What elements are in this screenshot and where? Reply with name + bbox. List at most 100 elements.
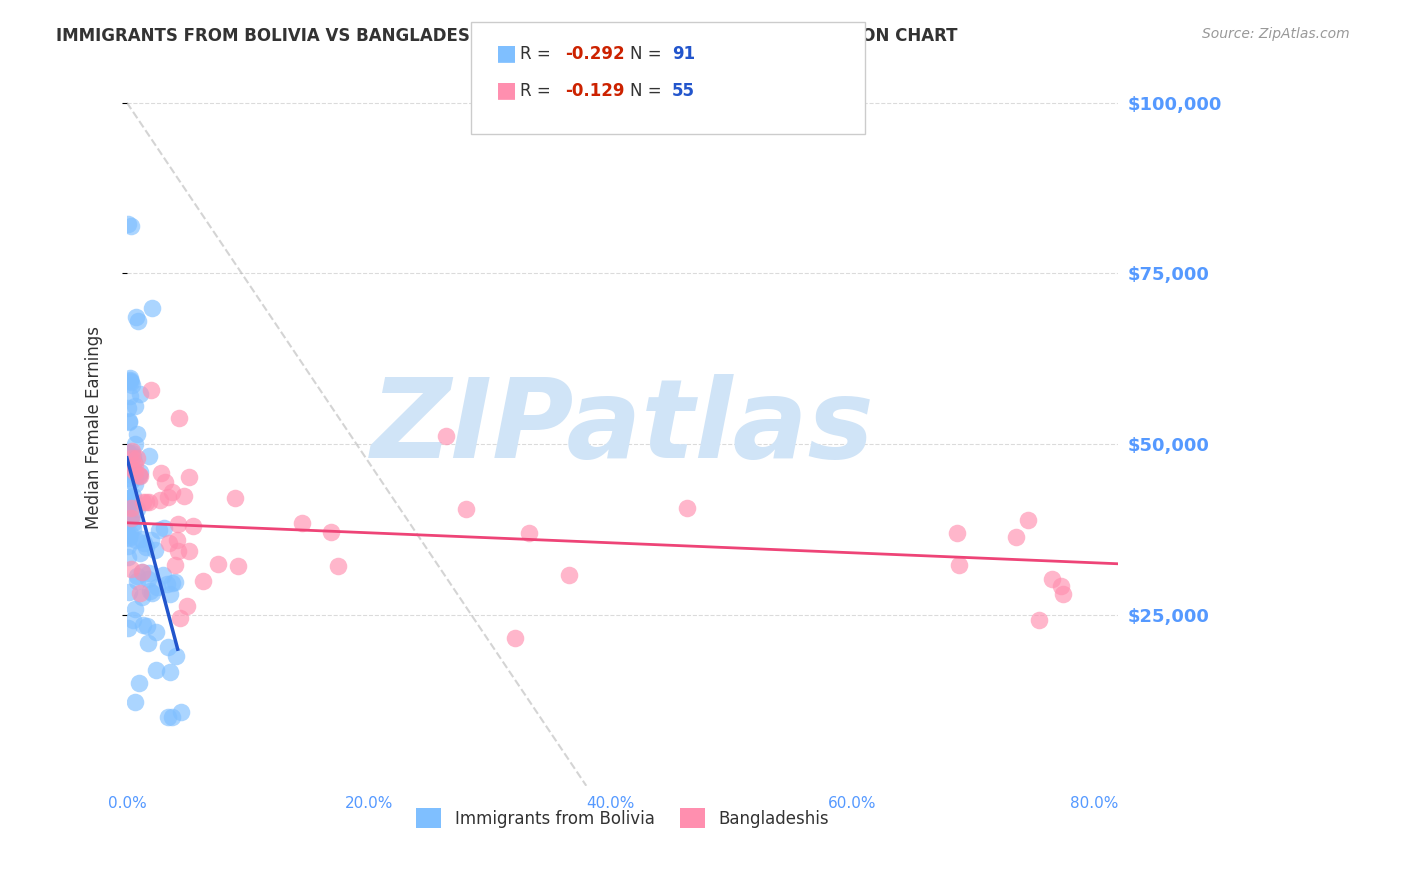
Point xyxy=(117,446,139,460)
Point xyxy=(118,373,141,387)
Point xyxy=(117,500,139,514)
Point xyxy=(193,574,215,588)
Point xyxy=(124,602,146,616)
Point xyxy=(176,599,198,613)
Point xyxy=(141,301,163,315)
Text: ■: ■ xyxy=(496,43,517,62)
Point xyxy=(156,577,179,591)
Point xyxy=(157,710,180,724)
Point xyxy=(156,490,179,504)
Point xyxy=(157,640,180,654)
Point xyxy=(145,581,167,595)
Point xyxy=(132,495,155,509)
Point xyxy=(129,469,152,483)
Point xyxy=(129,533,152,547)
Point xyxy=(181,518,204,533)
Point xyxy=(131,565,153,579)
Point xyxy=(177,544,200,558)
Point xyxy=(118,492,141,507)
Point xyxy=(167,410,190,425)
Point xyxy=(129,585,152,599)
Point xyxy=(160,484,183,499)
Point xyxy=(138,450,160,464)
Text: N =: N = xyxy=(630,82,666,100)
Point xyxy=(117,499,139,513)
Point xyxy=(163,575,186,590)
Point xyxy=(118,585,141,599)
Point xyxy=(125,569,148,583)
Point xyxy=(118,467,141,481)
Point xyxy=(290,516,312,530)
Point xyxy=(159,587,181,601)
Text: N =: N = xyxy=(630,45,666,62)
Point xyxy=(124,477,146,491)
Point xyxy=(118,389,141,403)
Point xyxy=(117,471,139,485)
Point xyxy=(434,429,457,443)
Point xyxy=(118,513,141,527)
Point xyxy=(120,467,142,481)
Point xyxy=(136,619,159,633)
Point xyxy=(118,460,141,475)
Point xyxy=(120,376,142,390)
Point xyxy=(152,521,174,535)
Point xyxy=(136,572,159,586)
Point xyxy=(128,387,150,401)
Point xyxy=(117,621,139,635)
Point xyxy=(517,526,540,541)
Point xyxy=(124,399,146,413)
Point xyxy=(122,516,145,531)
Point xyxy=(166,544,188,558)
Point xyxy=(948,558,970,572)
Point xyxy=(122,522,145,536)
Point xyxy=(162,710,184,724)
Point xyxy=(946,526,969,541)
Point xyxy=(127,314,149,328)
Point xyxy=(117,491,139,506)
Point xyxy=(122,449,145,463)
Point xyxy=(165,648,187,663)
Point xyxy=(128,467,150,482)
Point xyxy=(319,525,342,540)
Point xyxy=(165,558,187,572)
Point xyxy=(125,310,148,324)
Point xyxy=(326,558,349,573)
Point xyxy=(157,536,180,550)
Point xyxy=(145,543,167,558)
Point xyxy=(121,508,143,523)
Point xyxy=(159,665,181,680)
Point xyxy=(138,566,160,581)
Point xyxy=(160,576,183,591)
Point xyxy=(207,557,229,571)
Text: -0.129: -0.129 xyxy=(565,82,624,100)
Point xyxy=(1017,513,1039,527)
Point xyxy=(149,467,172,481)
Point xyxy=(138,636,160,650)
Point xyxy=(117,527,139,541)
Text: -0.292: -0.292 xyxy=(565,45,624,62)
Text: 55: 55 xyxy=(672,82,695,100)
Text: 91: 91 xyxy=(672,45,695,62)
Point xyxy=(120,219,142,233)
Point xyxy=(139,383,162,397)
Point xyxy=(128,546,150,560)
Point xyxy=(1028,613,1050,627)
Point xyxy=(141,586,163,600)
Point xyxy=(129,466,152,480)
Point xyxy=(139,583,162,598)
Point xyxy=(135,495,157,509)
Point xyxy=(166,533,188,547)
Text: IMMIGRANTS FROM BOLIVIA VS BANGLADESHI MEDIAN FEMALE EARNINGS CORRELATION CHART: IMMIGRANTS FROM BOLIVIA VS BANGLADESHI M… xyxy=(56,27,957,45)
Point xyxy=(124,469,146,483)
Point xyxy=(1004,530,1026,544)
Point xyxy=(224,491,246,505)
Text: ■: ■ xyxy=(496,80,517,100)
Text: R =: R = xyxy=(520,82,557,100)
Point xyxy=(120,561,142,575)
Point xyxy=(505,632,527,646)
Point xyxy=(117,540,139,554)
Point xyxy=(148,523,170,537)
Point xyxy=(179,469,201,483)
Point xyxy=(557,568,579,582)
Point xyxy=(226,558,249,573)
